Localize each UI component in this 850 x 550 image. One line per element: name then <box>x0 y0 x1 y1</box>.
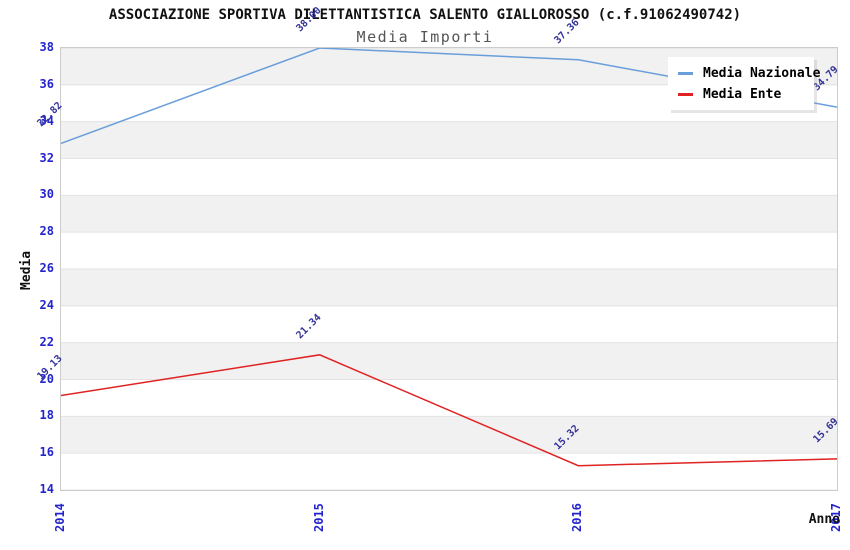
y-tick-label: 32 <box>39 150 54 165</box>
plot-band <box>61 195 837 233</box>
x-tick-label: 2014 <box>53 503 67 532</box>
plot-band <box>61 232 837 269</box>
y-axis-title: Media <box>19 250 34 290</box>
plot-band <box>61 269 837 306</box>
legend-swatch-media-ente <box>678 92 693 96</box>
y-tick-label: 38 <box>39 40 54 54</box>
legend-label: Media Nazionale <box>703 65 821 81</box>
x-tick-label: 2016 <box>570 503 585 532</box>
legend-item-media-nazionale: Media Nazionale <box>678 65 820 81</box>
chart-title: ASSOCIAZIONE SPORTIVA DILETTANTISTICA SA… <box>108 7 742 23</box>
plot-band <box>61 453 837 490</box>
y-tick-label: 18 <box>39 408 54 423</box>
y-tick-label: 26 <box>39 261 54 275</box>
legend: Media Nazionale Media Ente <box>668 57 820 110</box>
plot-band <box>61 342 837 380</box>
plot-band <box>61 121 837 159</box>
y-tick-label: 34 <box>39 113 54 128</box>
plot-band <box>61 158 837 196</box>
y-tick-label: 30 <box>39 187 54 202</box>
y-tick-label: 14 <box>39 482 54 496</box>
legend-swatch-media-nazionale <box>678 71 693 75</box>
x-tick-label: 2015 <box>311 503 326 532</box>
y-tick-label: 20 <box>39 371 54 386</box>
plot-band <box>61 305 837 343</box>
x-axis-title: Anno <box>808 512 840 527</box>
line-media-ente <box>61 354 837 467</box>
plot-band <box>61 416 837 454</box>
legend-item-media-ente: Media Ente <box>678 86 804 102</box>
plot-area <box>60 47 838 491</box>
y-tick-label: 28 <box>39 224 54 239</box>
chart-subtitle: Media Importi <box>356 28 494 46</box>
y-tick-label: 24 <box>39 297 54 312</box>
plot-canvas <box>61 48 837 490</box>
legend-label: Media Ente <box>703 86 782 102</box>
y-tick-label: 16 <box>39 445 54 460</box>
y-tick-label: 22 <box>39 334 54 349</box>
y-tick-label: 36 <box>39 76 54 91</box>
